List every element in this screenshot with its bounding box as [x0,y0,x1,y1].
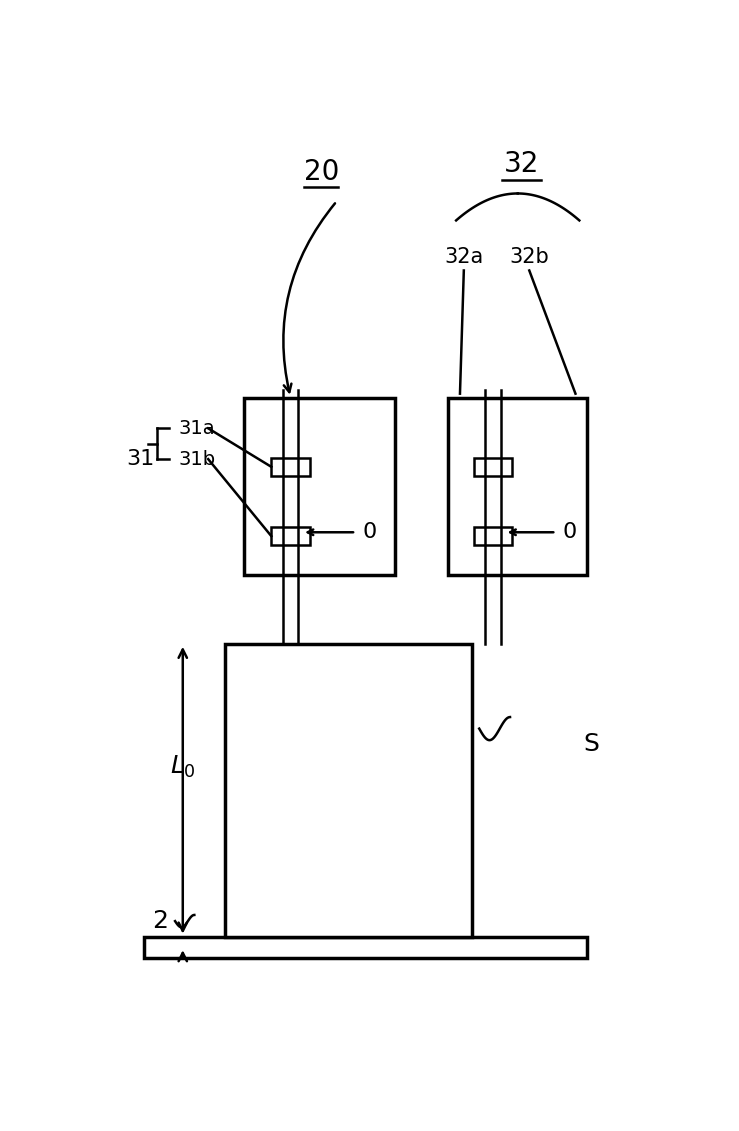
Bar [271,527,310,545]
Bar [474,527,512,545]
Bar [225,644,471,936]
Bar [449,397,587,575]
Text: 32b: 32b [509,248,549,267]
Bar [271,458,310,476]
Bar [144,936,587,958]
Text: 31: 31 [126,449,154,469]
Text: 0: 0 [362,523,376,542]
Text: 31a: 31a [179,418,216,438]
Bar [245,397,395,575]
Text: S: S [583,732,599,756]
Text: 2: 2 [151,909,168,933]
Text: 20: 20 [304,157,339,185]
Bar [474,458,512,476]
Text: 32a: 32a [444,248,483,267]
Text: $L_0$: $L_0$ [170,754,196,780]
Text: 0: 0 [562,523,576,542]
Text: 32: 32 [504,150,539,178]
Text: 31b: 31b [179,450,216,468]
